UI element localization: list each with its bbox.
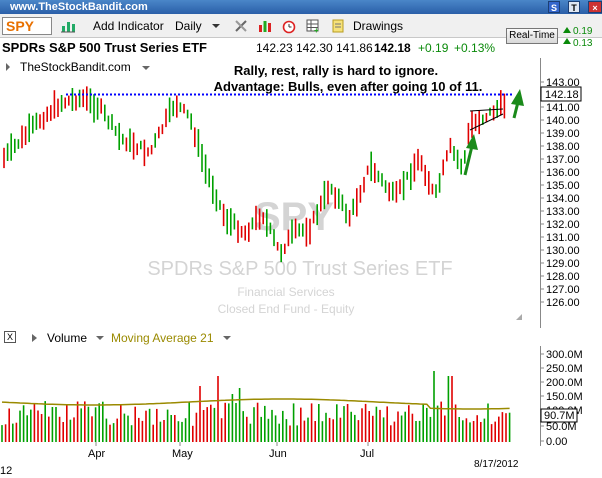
annotation-line-1: Rally, rest, rally is hard to ignore.: [234, 63, 438, 78]
time-axis: Apr May Jun Jul: [88, 442, 374, 460]
price-tick-label: 138.00: [546, 141, 580, 153]
footer-label: 12: [0, 465, 13, 477]
site-label: TheStockBandit.com: [20, 60, 131, 74]
tools-icon[interactable]: [233, 18, 249, 34]
price-tick-label: 130.00: [546, 245, 580, 257]
security-name: SPDRs S&P 500 Trust Series ETF: [2, 40, 207, 55]
volume-tick-label: 0.00: [546, 436, 567, 448]
collapse-icon[interactable]: [30, 333, 40, 343]
last-volume-tag: 90.7M: [540, 408, 578, 423]
low-value: 141.86: [336, 41, 373, 55]
chevron-down-icon[interactable]: [95, 333, 105, 343]
close-button[interactable]: ×: [588, 1, 602, 13]
volume-tick-label: 50.0M: [546, 421, 577, 433]
symbol-input[interactable]: SPY: [2, 17, 52, 35]
mini-change-pct: 0.13: [573, 38, 593, 49]
watermark-name: SPDRs S&P 500 Trust Series ETF: [147, 258, 452, 280]
chart-date: 8/17/2012: [474, 459, 519, 470]
chevron-down-icon[interactable]: [222, 333, 232, 343]
price-tick-label: 132.00: [546, 219, 580, 231]
price-chart[interactable]: SPY SPDRs S&P 500 Trust Series ETF Finan…: [0, 58, 602, 328]
price-bars: [3, 86, 506, 263]
month-label: Apr: [88, 448, 105, 460]
chart-icon[interactable]: [60, 18, 76, 34]
price-tick-label: 139.00: [546, 128, 580, 140]
price-tick-label: 134.00: [546, 193, 580, 205]
volume-bars: [1, 371, 511, 442]
period-select[interactable]: Daily: [175, 19, 202, 33]
volume-header: X Volume Moving Average 21: [0, 330, 540, 346]
s-button[interactable]: S: [548, 1, 560, 13]
svg-text:+: +: [314, 26, 319, 34]
month-label: Jun: [269, 448, 287, 460]
volume-tick-label: 250.0M: [546, 363, 583, 375]
toolbar: SPY Add Indicator Daily + Drawings: [0, 14, 602, 38]
price-tick-label: 136.00: [546, 167, 580, 179]
title-bar: www.TheStockBandit.com S T ×: [0, 0, 602, 14]
breakout-arrow-1: [463, 134, 478, 176]
ma-label: Moving Average 21: [111, 331, 214, 345]
price-tick-label: 137.00: [546, 154, 580, 166]
price-tick-label: 128.00: [546, 271, 580, 283]
price-tick-label: 126.00: [546, 297, 580, 309]
price-tick-label: 133.00: [546, 206, 580, 218]
resize-grip-icon[interactable]: [516, 314, 522, 320]
drawings-button[interactable]: Drawings: [353, 19, 404, 33]
change-pct-value: +0.13%: [454, 41, 496, 55]
close-volume-button[interactable]: X: [4, 331, 16, 343]
volume-label: Volume: [47, 331, 88, 345]
price-tick-label: 141.00: [546, 102, 580, 114]
price-tick-label: 135.00: [546, 180, 580, 192]
change-value: +0.19: [418, 41, 449, 55]
price-axis: 143.00 141.00140.00139.00138.00137.00136.…: [540, 77, 580, 309]
annotation-line-2: Advantage: Bulls, even after going 10 of…: [214, 79, 483, 94]
close-value: 142.18: [374, 41, 411, 55]
add-indicator-button[interactable]: Add Indicator: [93, 19, 164, 33]
alarm-clock-icon[interactable]: [281, 18, 297, 34]
volume-chart[interactable]: 300.0M250.0M200.0M150.0M100.0M50.0M0.00 …: [0, 346, 602, 466]
high-value: 142.30: [296, 41, 333, 55]
moving-average-line: [1, 398, 510, 410]
open-value: 142.23: [256, 41, 293, 55]
watermark-sector: Financial Services: [237, 285, 334, 299]
site-url: www.TheStockBandit.com: [10, 1, 148, 13]
notes-icon[interactable]: [330, 18, 346, 34]
realtime-button[interactable]: Real-Time: [506, 28, 558, 44]
collapse-icon[interactable]: [6, 63, 10, 71]
price-tick-label: 143.00: [546, 77, 580, 89]
month-label: May: [172, 448, 193, 460]
last-price-tag: 142.18: [540, 86, 582, 102]
volume-tick-label: 300.0M: [546, 349, 583, 361]
price-tick-label: 131.00: [546, 232, 580, 244]
mini-change: 0.19: [573, 26, 593, 37]
flag-pattern: [469, 108, 504, 131]
info-bar: SPDRs S&P 500 Trust Series ETF 142.23 14…: [0, 38, 602, 58]
bar-chart-icon[interactable]: [257, 18, 273, 34]
chevron-down-icon[interactable]: [142, 66, 150, 70]
price-tick-label: 129.00: [546, 258, 580, 270]
breakout-arrow-2: [511, 89, 524, 119]
last-price-label: 142.18: [545, 89, 579, 101]
t-button[interactable]: T: [568, 1, 580, 13]
up-arrows-icon: [563, 27, 571, 44]
last-volume-label: 90.7M: [544, 410, 575, 422]
volume-tick-label: 150.0M: [546, 391, 583, 403]
chevron-down-icon[interactable]: [208, 18, 224, 34]
price-tick-label: 127.00: [546, 284, 580, 296]
price-tick-label: 140.00: [546, 115, 580, 127]
grid-add-icon[interactable]: +: [305, 18, 321, 34]
watermark-type: Closed End Fund - Equity: [218, 302, 355, 316]
volume-tick-label: 200.0M: [546, 377, 583, 389]
month-label: Jul: [360, 448, 374, 460]
